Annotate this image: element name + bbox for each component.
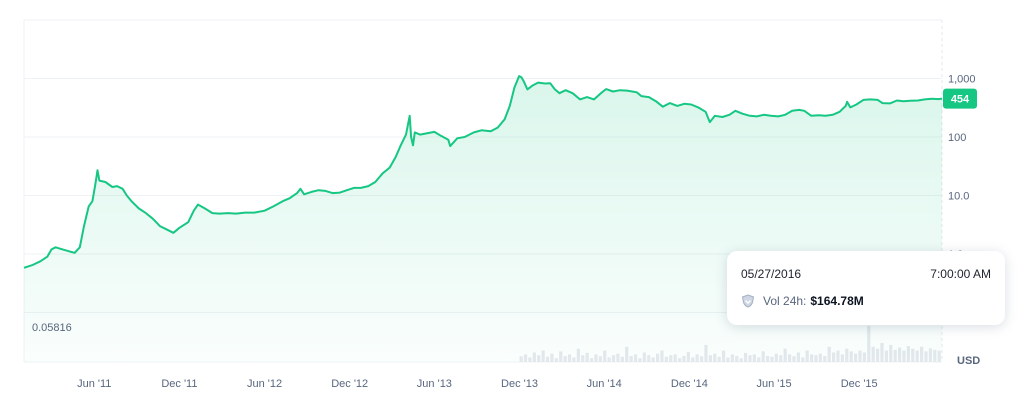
tooltip-volume-value: $164.78M [810,294,864,308]
y-tick-label: 10.0 [948,191,969,203]
min-price-label: 0.05816 [32,322,72,334]
chart-tooltip: 05/27/2016 7:00:00 AM Vol 24h: $164.78M [727,251,1005,325]
price-area [24,76,942,362]
tooltip-volume-label: Vol 24h: [763,294,807,308]
y-tick-label: 1,000 [948,74,976,86]
x-tick-label: Jun '12 [247,378,282,390]
x-tick-label: Dec '11 [161,378,197,390]
x-tick-label: Jun '11 [77,378,111,390]
tooltip-date: 05/27/2016 [741,267,802,281]
currency-unit-label: USD [957,355,980,367]
x-tick-label: Dec '12 [331,378,368,390]
price-line[interactable] [23,75,943,269]
current-price-label: 454 [951,94,970,106]
x-tick-label: Jun '15 [756,378,791,390]
x-tick-label: Dec '13 [501,378,538,390]
x-tick-label: Jun '14 [587,378,622,390]
shield-icon [741,294,755,308]
x-tick-label: Jun '13 [417,378,452,390]
x-tick-label: Dec '15 [841,378,878,390]
x-axis: Jun '11 Dec '11 Jun '12 Dec '12 Jun '13 Dec '… [77,378,878,390]
current-price-tag: 454 [943,88,977,109]
y-tick-label: 100 [948,132,966,144]
tooltip-time: 7:00:00 AM [930,267,991,281]
x-tick-label: Dec '14 [671,378,708,390]
